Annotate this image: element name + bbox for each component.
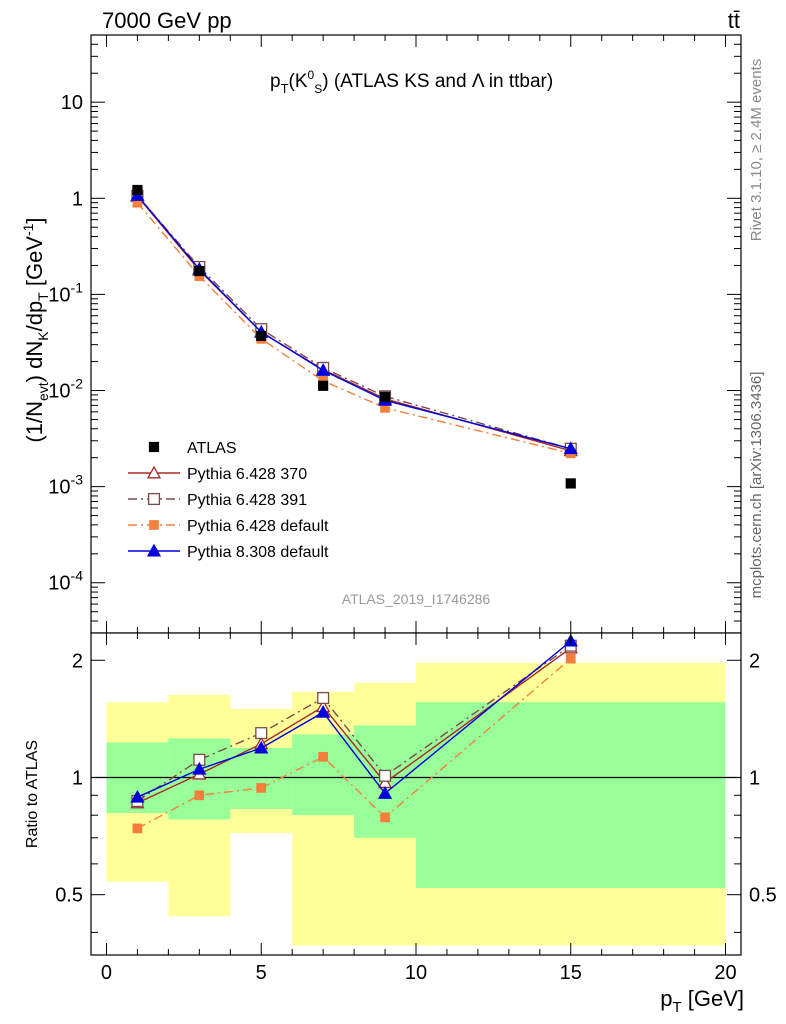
inner-uncertainty-band — [292, 734, 355, 816]
x-tick-label: 15 — [560, 962, 582, 984]
legend: ATLAS Pythia 6.428 370 Pythia 6.428 391 Pyt… — [128, 440, 329, 561]
main-plot-area — [91, 35, 741, 633]
legend-marker — [147, 492, 161, 506]
legend-label: ATLAS — [187, 440, 237, 457]
legend-label: Pythia 6.428 391 — [187, 492, 307, 509]
ratio-frame — [90, 632, 742, 956]
ratio-data-point — [256, 783, 267, 793]
ratio-series-line — [137, 640, 572, 798]
x-tick-label: 5 — [256, 962, 267, 984]
y-tick-label: 10 — [61, 92, 83, 114]
ratio-data-point — [194, 790, 205, 801]
x-tick-label: 20 — [714, 962, 736, 984]
ratio-data-point — [192, 761, 207, 775]
ratio-data-point — [254, 740, 269, 754]
ratio-series-line — [137, 647, 572, 804]
ratio-y-tick-label-right: 0.5 — [749, 885, 777, 907]
ratio-data-point — [130, 789, 145, 803]
x-tick-label: 0 — [101, 962, 112, 984]
outer-uncertainty-band — [292, 691, 355, 946]
y-tick-label: 1 — [72, 188, 83, 210]
y-tick-label: 10-4 — [48, 568, 83, 595]
legend-marker — [146, 465, 162, 479]
legend-marker — [146, 543, 162, 557]
main-title: pT(K0S) (ATLAS KS and Λ in ttbar) — [270, 68, 553, 96]
legend-marker — [148, 441, 160, 453]
ratio-series-line — [137, 658, 572, 830]
atlas-data-point — [379, 391, 391, 402]
y-tick-label: 10-2 — [48, 376, 83, 403]
atlas-data-point — [194, 265, 205, 277]
main-series-line — [136, 195, 571, 450]
ratio-series-line — [137, 645, 572, 802]
mcplots-label: mcplots.cern.ch [arXiv:1306.3436] — [748, 372, 765, 599]
y-axis-label: (1/Nevt) dNK/dpT [GeV-1] — [20, 217, 51, 442]
ratio-y-tick-label: 1 — [72, 767, 83, 789]
ratio-data-point — [377, 786, 393, 799]
legend-marker — [149, 520, 159, 530]
x-tick-label: 10 — [405, 962, 427, 984]
main-panel: 10 1 10-1 10-2 10-3 10-4 pT(K0S) (ATLAS KS and… — [20, 34, 742, 634]
main-data-point — [563, 441, 578, 455]
ratio-data-point — [132, 823, 143, 834]
inner-uncertainty-band — [416, 702, 726, 889]
rivet-label: Rivet 3.1.10, ≥ 2.4M events — [748, 59, 765, 242]
atlas-data-point — [132, 184, 143, 196]
ratio-y-tick-label-right: 2 — [749, 650, 760, 672]
side-labels: Rivet 3.1.10, ≥ 2.4M events mcplots.cern… — [748, 59, 765, 599]
legend-label: Pythia 6.428 370 — [187, 466, 307, 483]
atlas-data-point — [256, 330, 267, 342]
ratio-data-point — [318, 751, 328, 762]
ratio-panel: 0 5 10 15 20 0.5 0.5 1 1 2 2 Ratio to ATLAS pT [GeV] — [24, 632, 777, 1016]
ratio-data-point — [380, 812, 390, 823]
ratio-data-point — [316, 704, 331, 718]
y-tick-label: 10-3 — [48, 472, 83, 499]
ratio-y-tick-label: 2 — [72, 650, 83, 672]
legend-label: Pythia 6.428 default — [187, 518, 329, 535]
inner-uncertainty-band — [230, 748, 293, 809]
y-tick-label: 10-1 — [48, 279, 83, 306]
atlas-data-point — [565, 478, 576, 489]
ratio-data-point — [378, 769, 392, 782]
x-axis-label: pT [GeV] — [660, 986, 744, 1016]
atlas-data-point — [318, 380, 329, 391]
legend-label: Pythia 8.308 default — [187, 544, 329, 561]
ratio-data-point — [255, 727, 268, 740]
analysis-id: ATLAS_2019_I1746286 — [342, 591, 491, 607]
ratio-y-axis-label: Ratio to ATLAS — [24, 740, 41, 848]
ratio-data-point — [565, 653, 576, 664]
energy-label: 7000 GeV pp — [102, 8, 232, 33]
main-series-line — [136, 195, 571, 450]
process-label: tt̄ — [728, 8, 740, 33]
ratio-y-tick-label: 0.5 — [55, 885, 83, 907]
main-data-point — [316, 363, 331, 376]
main-series-line — [136, 202, 571, 455]
ratio-y-tick-label-right: 1 — [749, 767, 760, 789]
ratio-data-point — [317, 691, 330, 705]
